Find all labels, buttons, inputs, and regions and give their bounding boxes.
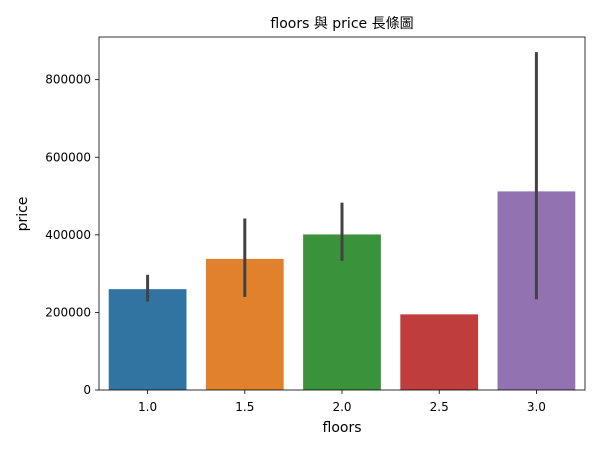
x-axis: 1.0 1.5 2.0 2.5 3.0 bbox=[138, 390, 546, 414]
y-axis: 0 200000 400000 600000 800000 bbox=[45, 73, 99, 397]
y-tick-label-400000: 400000 bbox=[45, 228, 91, 242]
x-tick-label-1.5: 1.5 bbox=[235, 400, 254, 414]
bar-1.0 bbox=[108, 289, 187, 390]
x-tick-label-1.0: 1.0 bbox=[138, 400, 157, 414]
y-axis-title: price bbox=[15, 197, 31, 232]
error-bars-layer bbox=[146, 52, 538, 302]
bar-2.5 bbox=[400, 314, 479, 390]
x-tick-label-2.5: 2.5 bbox=[430, 400, 449, 414]
y-tick-label-200000: 200000 bbox=[45, 305, 91, 319]
chart-title: floors 與 price 長條圖 bbox=[270, 16, 413, 32]
x-axis-title: floors bbox=[323, 420, 362, 436]
x-tick-label-3.0: 3.0 bbox=[527, 400, 546, 414]
y-tick-label-600000: 600000 bbox=[45, 150, 91, 164]
y-tick-label-0: 0 bbox=[83, 383, 91, 397]
x-tick-label-2.0: 2.0 bbox=[332, 400, 351, 414]
y-tick-label-800000: 800000 bbox=[45, 73, 91, 87]
